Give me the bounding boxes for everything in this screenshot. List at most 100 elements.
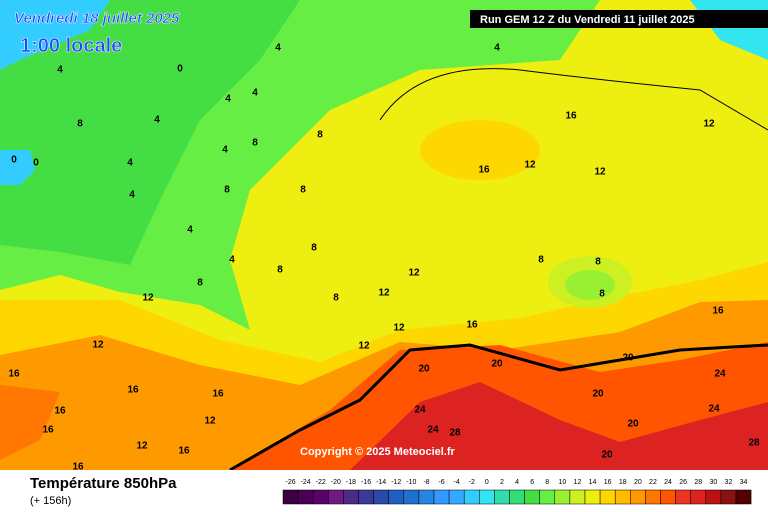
contour-label: 16: [466, 320, 478, 331]
scale-label: -22: [316, 479, 326, 486]
contour-label: 8: [333, 293, 339, 304]
copyright: Copyright © 2025 Meteociel.fr: [300, 446, 456, 458]
scale-swatch: [448, 489, 465, 505]
scale-label: -2: [469, 479, 475, 486]
scale-label: 32: [725, 479, 733, 486]
date: Vendredi 18 juillet 2025: [14, 10, 180, 27]
contour-label: 20: [601, 450, 613, 461]
contour-label: 12: [92, 340, 104, 351]
scale-label: 22: [649, 479, 657, 486]
lead-time: (+ 156h): [30, 495, 71, 507]
scale-swatch: [403, 489, 420, 505]
contour-label: 0: [11, 155, 17, 166]
contour-label: 20: [622, 353, 634, 364]
contour-label: 8: [599, 289, 605, 300]
scale-swatch: [675, 489, 691, 505]
scale-swatch: [343, 489, 359, 505]
scale-swatch: [584, 489, 601, 505]
scale-label: 24: [664, 479, 672, 486]
scale-label: 0: [485, 479, 489, 486]
scale-label: 6: [530, 479, 534, 486]
scale-label: -4: [454, 479, 460, 486]
scale-label: -12: [391, 479, 401, 486]
contour-label: 16: [127, 385, 139, 396]
scale-label: 12: [574, 479, 582, 486]
scale-swatch: [463, 489, 480, 505]
contour-label: 24: [427, 425, 439, 436]
contour-label: 16: [8, 369, 20, 380]
scale-swatch: [524, 489, 540, 505]
scale-label: 14: [589, 479, 597, 486]
scale-swatch: [705, 489, 722, 505]
scale-label: 30: [709, 479, 717, 486]
run-info: Run GEM 12 Z du Vendredi 11 juillet 2025: [480, 14, 695, 26]
scale-label: -24: [301, 479, 311, 486]
contour-labels: 0 4 4 8 4 4 4 8 0 0 4 4 8 8 4 4 8 8 4 8 …: [8, 43, 760, 473]
contour-label: 8: [317, 130, 323, 141]
contour-label: 12: [408, 268, 420, 279]
contour-label: 8: [595, 257, 601, 268]
contour-label: 8: [538, 255, 544, 266]
contour-label: 4: [154, 115, 160, 126]
scale-label: -14: [376, 479, 386, 486]
contour-label: 8: [300, 185, 306, 196]
contour-label: 4: [187, 225, 193, 236]
contour-label: 28: [748, 438, 760, 449]
contour-label: 16: [212, 389, 224, 400]
contour-label: 8: [311, 243, 317, 254]
scale-swatch: [388, 489, 405, 505]
scale-swatch: [614, 489, 631, 505]
scale-swatch: [690, 489, 707, 505]
scale-label: 4: [515, 479, 519, 486]
contour-label: 0: [177, 64, 183, 75]
contour-label: 16: [178, 446, 190, 457]
scale-label: 26: [679, 479, 687, 486]
contour-label: 4: [222, 145, 228, 156]
scale-swatch: [494, 489, 510, 505]
scale-swatch: [660, 489, 676, 505]
contour-label: 20: [592, 389, 604, 400]
scale-label: -16: [361, 479, 371, 486]
local-time: 1:00 locale: [20, 35, 122, 57]
scale-label: 10: [558, 479, 566, 486]
scale-label: -20: [331, 479, 341, 486]
contour-label: 16: [478, 165, 490, 176]
run-banner: [470, 10, 768, 28]
scale-label: 28: [694, 479, 702, 486]
contour-label: 24: [414, 405, 426, 416]
contour-label: 8: [197, 278, 203, 289]
contour-label: 12: [358, 341, 370, 352]
scale-swatch: [312, 489, 329, 505]
scale-swatch: [297, 489, 314, 505]
scale-swatch: [599, 489, 616, 505]
scale-swatch: [282, 489, 299, 505]
contour-label: 8: [224, 185, 230, 196]
contour-label: 12: [524, 160, 536, 171]
scale-swatch: [630, 489, 646, 505]
scale-label: 2: [500, 479, 504, 486]
scale-label: -6: [438, 479, 444, 486]
scale-label: 18: [619, 479, 627, 486]
contour-label: 0: [33, 158, 39, 169]
contour-label: 16: [72, 462, 84, 473]
contour-label: 16: [565, 111, 577, 122]
scale-swatch: [735, 489, 752, 505]
contour-label: 4: [127, 158, 133, 169]
scale-swatch: [433, 489, 450, 505]
scale-swatch: [539, 489, 556, 505]
scale-swatch: [373, 489, 389, 505]
scale-swatch: [720, 489, 737, 505]
scale-label: 20: [634, 479, 642, 486]
contour-label: 8: [77, 119, 83, 130]
scale-swatch: [418, 489, 435, 505]
map: [0, 0, 768, 472]
contour-label: 16: [712, 306, 724, 317]
contour-label: 28: [449, 428, 461, 439]
contour-label: 12: [393, 323, 405, 334]
scale-label: -18: [346, 479, 356, 486]
contour-label: 4: [252, 88, 258, 99]
contour-label: 20: [491, 359, 503, 370]
contour-label: 16: [54, 406, 66, 417]
scale-label: -10: [406, 479, 416, 486]
